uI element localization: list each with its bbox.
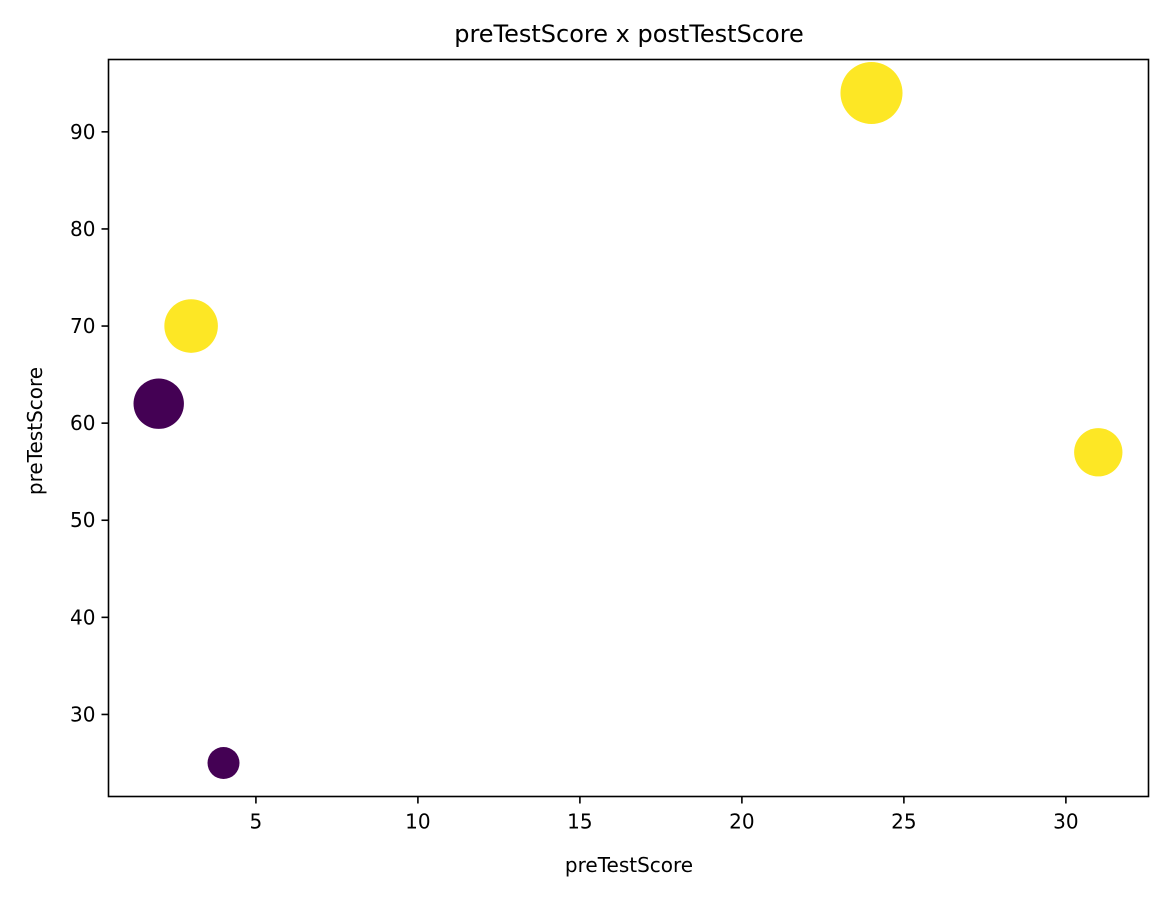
x-tick-label: 15 [567,810,592,834]
x-tick-label: 25 [891,810,916,834]
x-axis-label: preTestScore [565,853,693,877]
plot-area [107,58,1150,798]
y-axis-label: preTestScore [23,367,47,495]
scatter-point [207,747,240,779]
y-tick-label: 90 [70,120,95,144]
scatter-point [1074,428,1123,477]
y-tick-label: 30 [70,702,95,726]
x-tick-label: 10 [405,810,430,834]
y-tick-label: 80 [70,217,95,241]
y-tick-label: 40 [70,605,95,629]
y-tick-label: 70 [70,314,95,338]
y-axis: 30 40 50 60 70 80 90 [70,120,109,726]
y-tick-label: 60 [70,411,95,435]
scatter-point [840,61,903,125]
x-tick-label: 5 [250,810,263,834]
scatter-point [164,299,218,353]
data-points [133,61,1123,779]
y-tick-label: 50 [70,508,95,532]
x-axis: 5 10 15 20 25 30 [250,796,1079,834]
x-tick-label: 20 [729,810,754,834]
chart-title: preTestScore x postTestScore [454,20,804,48]
scatter-point [133,378,184,429]
x-tick-label: 30 [1053,810,1078,834]
